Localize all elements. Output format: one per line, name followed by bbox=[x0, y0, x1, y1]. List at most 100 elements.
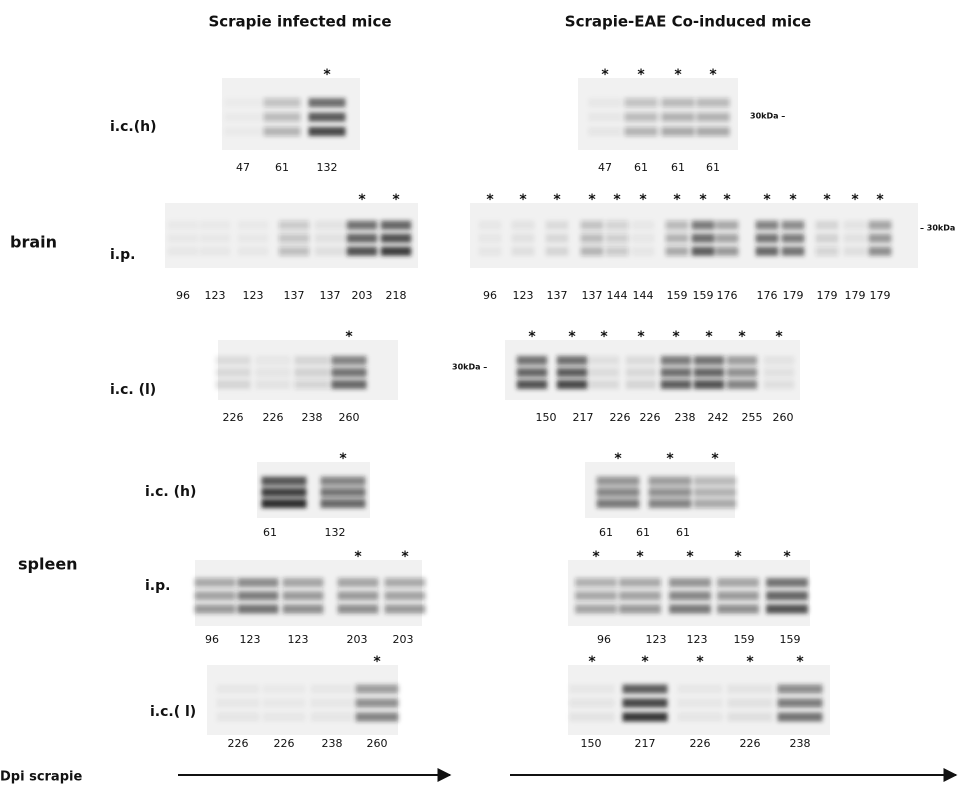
lane-label: 132 bbox=[325, 526, 346, 539]
band bbox=[580, 220, 604, 230]
band bbox=[380, 220, 412, 230]
bands bbox=[596, 476, 737, 508]
lane-label: 179 bbox=[845, 289, 866, 302]
band bbox=[605, 246, 629, 256]
title: Scrapie infected mice bbox=[208, 13, 391, 31]
lane-label: 260 bbox=[773, 411, 794, 424]
band bbox=[815, 233, 839, 243]
band bbox=[815, 246, 839, 256]
band bbox=[693, 356, 725, 365]
band bbox=[631, 246, 655, 256]
band bbox=[346, 233, 378, 243]
band bbox=[868, 233, 892, 243]
band bbox=[777, 684, 823, 694]
significance-mark: * bbox=[601, 67, 609, 83]
band bbox=[311, 685, 354, 694]
band bbox=[625, 380, 657, 389]
band bbox=[294, 368, 330, 377]
band bbox=[380, 233, 412, 243]
band bbox=[255, 356, 291, 365]
band bbox=[237, 591, 279, 601]
band bbox=[511, 220, 535, 230]
significance-mark: * bbox=[519, 192, 527, 208]
lane-label: 123 bbox=[646, 633, 667, 646]
band bbox=[308, 98, 346, 108]
band bbox=[194, 604, 236, 614]
band bbox=[669, 578, 711, 588]
lane-label: 123 bbox=[513, 289, 534, 302]
lane-label: 159 bbox=[780, 633, 801, 646]
band bbox=[331, 356, 367, 365]
significance-mark: * bbox=[588, 654, 596, 670]
band bbox=[717, 591, 759, 601]
band bbox=[478, 246, 502, 256]
band bbox=[665, 220, 689, 230]
significance-mark: * bbox=[673, 192, 681, 208]
lane-label: 123 bbox=[243, 289, 264, 302]
lane-label: 179 bbox=[783, 289, 804, 302]
band bbox=[355, 712, 399, 722]
band bbox=[261, 487, 307, 497]
lane-label: 238 bbox=[790, 737, 811, 750]
band bbox=[691, 233, 715, 243]
band bbox=[575, 578, 617, 588]
lane-label: 61 bbox=[636, 526, 650, 539]
lane-label: 226 bbox=[640, 411, 661, 424]
band bbox=[569, 698, 615, 708]
band bbox=[337, 591, 379, 601]
lane-label: 144 bbox=[633, 289, 654, 302]
band bbox=[569, 712, 615, 722]
bands bbox=[261, 476, 366, 508]
band bbox=[346, 246, 378, 256]
band bbox=[693, 499, 737, 508]
title: Scrapie-EAE Co-induced mice bbox=[565, 13, 811, 31]
band bbox=[868, 220, 892, 230]
band bbox=[763, 368, 795, 377]
lane-label: 203 bbox=[393, 633, 414, 646]
band bbox=[384, 578, 426, 588]
band bbox=[308, 127, 346, 136]
lane-label: 96 bbox=[205, 633, 219, 646]
lane-label: 179 bbox=[817, 289, 838, 302]
band bbox=[278, 220, 310, 230]
band bbox=[755, 246, 779, 256]
significance-mark: * bbox=[641, 654, 649, 670]
bands bbox=[200, 220, 412, 256]
significance-mark: * bbox=[711, 451, 719, 467]
band bbox=[224, 113, 261, 122]
band bbox=[282, 604, 324, 614]
band bbox=[380, 246, 412, 256]
band bbox=[575, 604, 617, 614]
bands bbox=[215, 356, 367, 389]
band bbox=[216, 698, 260, 708]
lane-label: 226 bbox=[223, 411, 244, 424]
band bbox=[665, 233, 689, 243]
band bbox=[868, 246, 892, 256]
band bbox=[781, 246, 805, 256]
significance-mark: * bbox=[823, 192, 831, 208]
band bbox=[278, 246, 310, 256]
band bbox=[588, 356, 620, 365]
band bbox=[346, 220, 378, 230]
significance-mark: * bbox=[588, 192, 596, 208]
lane-label: 203 bbox=[352, 289, 373, 302]
lane-label: 159 bbox=[734, 633, 755, 646]
band bbox=[238, 234, 268, 243]
band bbox=[261, 476, 307, 486]
band bbox=[726, 380, 758, 389]
band bbox=[200, 234, 230, 243]
band bbox=[224, 98, 261, 107]
band bbox=[624, 127, 658, 136]
lane-label: 123 bbox=[687, 633, 708, 646]
significance-mark: * bbox=[392, 192, 400, 208]
band bbox=[278, 233, 310, 243]
significance-mark: * bbox=[354, 549, 362, 565]
band bbox=[678, 685, 723, 694]
band bbox=[660, 380, 692, 389]
band bbox=[516, 368, 548, 377]
lane-label: 176 bbox=[757, 289, 778, 302]
band bbox=[661, 127, 695, 136]
lane-label: 217 bbox=[635, 737, 656, 750]
lane-label: 260 bbox=[339, 411, 360, 424]
